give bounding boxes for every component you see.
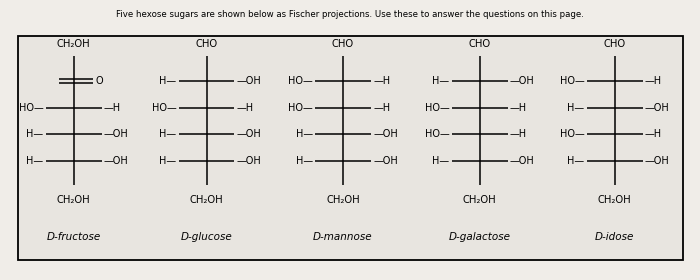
Text: CH₂OH: CH₂OH [57,195,90,205]
Text: —H: —H [237,103,253,113]
Text: H—: H— [160,156,176,166]
Text: Five hexose sugars are shown below as Fischer projections. Use these to answer t: Five hexose sugars are shown below as Fi… [116,10,584,19]
Text: H—: H— [296,156,313,166]
Text: CH₂OH: CH₂OH [598,195,631,205]
Text: H—: H— [27,129,43,139]
Text: —OH: —OH [237,76,261,86]
Text: —H: —H [510,129,526,139]
Text: —H: —H [645,129,662,139]
Text: CH₂OH: CH₂OH [190,195,223,205]
Text: H—: H— [27,156,43,166]
Text: D-galactose: D-galactose [449,232,510,242]
Text: —OH: —OH [373,156,398,166]
Text: H—: H— [433,76,449,86]
Text: CHO: CHO [332,39,354,49]
Text: —OH: —OH [510,156,534,166]
Text: HO—: HO— [152,103,176,113]
Text: HO—: HO— [425,103,449,113]
Text: H—: H— [433,156,449,166]
Text: —H: —H [373,76,390,86]
Text: D-mannose: D-mannose [313,232,373,242]
Text: —OH: —OH [237,156,261,166]
Text: CHO: CHO [195,39,218,49]
Text: —OH: —OH [237,129,261,139]
Text: —H: —H [510,103,526,113]
Text: —H: —H [373,103,390,113]
Text: —OH: —OH [645,103,669,113]
Text: CH₂OH: CH₂OH [57,39,90,49]
Text: HO—: HO— [560,129,584,139]
Text: H—: H— [568,103,584,113]
Text: CH₂OH: CH₂OH [326,195,360,205]
Text: D-glucose: D-glucose [181,232,232,242]
Text: CHO: CHO [468,39,491,49]
Text: H—: H— [160,76,176,86]
Text: —H: —H [104,103,120,113]
FancyBboxPatch shape [18,36,682,260]
Text: H—: H— [296,129,313,139]
Text: CHO: CHO [603,39,626,49]
Text: —OH: —OH [104,129,128,139]
Text: —OH: —OH [645,156,669,166]
Text: HO—: HO— [19,103,43,113]
Text: HO—: HO— [288,76,313,86]
Text: D-idose: D-idose [595,232,634,242]
Text: —OH: —OH [510,76,534,86]
Text: O: O [96,76,104,86]
Text: HO—: HO— [560,76,584,86]
Text: HO—: HO— [425,129,449,139]
Text: H—: H— [568,156,584,166]
Text: —OH: —OH [104,156,128,166]
Text: —H: —H [645,76,662,86]
Text: CH₂OH: CH₂OH [463,195,496,205]
Text: —OH: —OH [373,129,398,139]
Text: H—: H— [160,129,176,139]
Text: HO—: HO— [288,103,313,113]
Text: D-fructose: D-fructose [46,232,101,242]
